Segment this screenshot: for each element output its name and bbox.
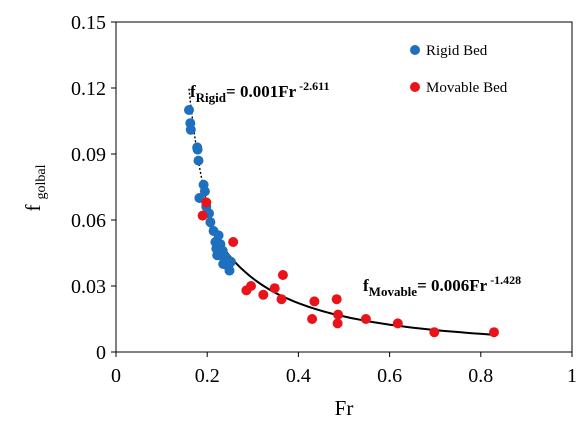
movable-bed-point bbox=[246, 281, 256, 291]
rigid-bed-point bbox=[199, 186, 210, 197]
y-axis-label: f golbal bbox=[21, 164, 49, 211]
y-tick-label: 0.12 bbox=[71, 78, 106, 100]
y-tick-label: 0.06 bbox=[71, 210, 106, 232]
rigid-bed-point bbox=[193, 155, 204, 166]
movable-bed-point bbox=[489, 327, 499, 338]
movable-fit-equation: fMovable= 0.006Fr -1.428 bbox=[363, 273, 521, 299]
data-points bbox=[184, 105, 499, 338]
rigid-bed-point bbox=[224, 265, 235, 276]
x-tick-label: 0 bbox=[111, 365, 121, 387]
movable-bed-point bbox=[197, 210, 208, 221]
movable-bed-point bbox=[269, 283, 280, 294]
rigid-bed-point bbox=[205, 217, 216, 228]
movable-bed-point bbox=[332, 318, 343, 329]
y-axis-label-subscript: golbal bbox=[34, 164, 49, 199]
y-tick-label: 0.15 bbox=[71, 12, 106, 34]
movable-bed-point bbox=[258, 289, 269, 300]
y-tick-label: 0.03 bbox=[71, 276, 106, 298]
rigid-bed-point bbox=[213, 230, 224, 241]
rigid-fit-equation: fRigid= 0.001Fr -2.611 bbox=[190, 79, 329, 105]
movable-bed-point bbox=[276, 294, 287, 305]
movable-bed-point bbox=[360, 314, 371, 324]
legend-label-movable-bed: Movable Bed bbox=[426, 80, 508, 96]
movable-bed-point bbox=[429, 327, 440, 338]
axis-ticks bbox=[111, 21, 573, 357]
legend-marker-movable-bed bbox=[410, 82, 420, 92]
movable-bed-point bbox=[392, 318, 403, 329]
legend-label-rigid-bed: Rigid Bed bbox=[426, 43, 488, 59]
x-tick-label: 0.6 bbox=[377, 365, 402, 387]
movable-bed-point bbox=[333, 309, 344, 320]
x-tick-label: 0.2 bbox=[195, 365, 220, 387]
tick-labels: 0 0.2 0.4 0.6 0.8 1 0 0.03 0.06 0.09 0.12 0.15 bbox=[71, 12, 577, 387]
movable-bed-point bbox=[228, 237, 239, 247]
x-axis-label: Fr bbox=[335, 396, 354, 420]
y-tick-label: 0 bbox=[96, 342, 106, 364]
fit-curves bbox=[188, 88, 495, 336]
movable-fit-curve bbox=[206, 220, 495, 336]
y-axis-label-main: f bbox=[21, 205, 45, 212]
movable-bed-point bbox=[277, 270, 288, 280]
rigid-bed-point bbox=[185, 124, 196, 135]
movable-bed-point bbox=[307, 314, 318, 324]
movable-bed-point bbox=[201, 197, 212, 208]
rigid-bed-point bbox=[192, 144, 203, 155]
movable-bed-point bbox=[331, 294, 342, 305]
rigid-bed-point bbox=[184, 105, 194, 115]
x-tick-label: 1 bbox=[567, 365, 577, 387]
x-tick-label: 0.8 bbox=[468, 365, 493, 387]
plot-area-frame bbox=[115, 21, 573, 353]
legend: Rigid Bed Movable Bed bbox=[410, 43, 508, 96]
rigid-bed-point bbox=[225, 256, 236, 267]
y-tick-label: 0.09 bbox=[71, 144, 106, 166]
legend-marker-rigid-bed bbox=[410, 45, 420, 55]
svg-text:fgolbal: f golbal bbox=[21, 164, 49, 211]
x-tick-label: 0.4 bbox=[286, 365, 311, 387]
movable-bed-point bbox=[309, 296, 320, 307]
rigid-bed-point bbox=[215, 250, 225, 261]
